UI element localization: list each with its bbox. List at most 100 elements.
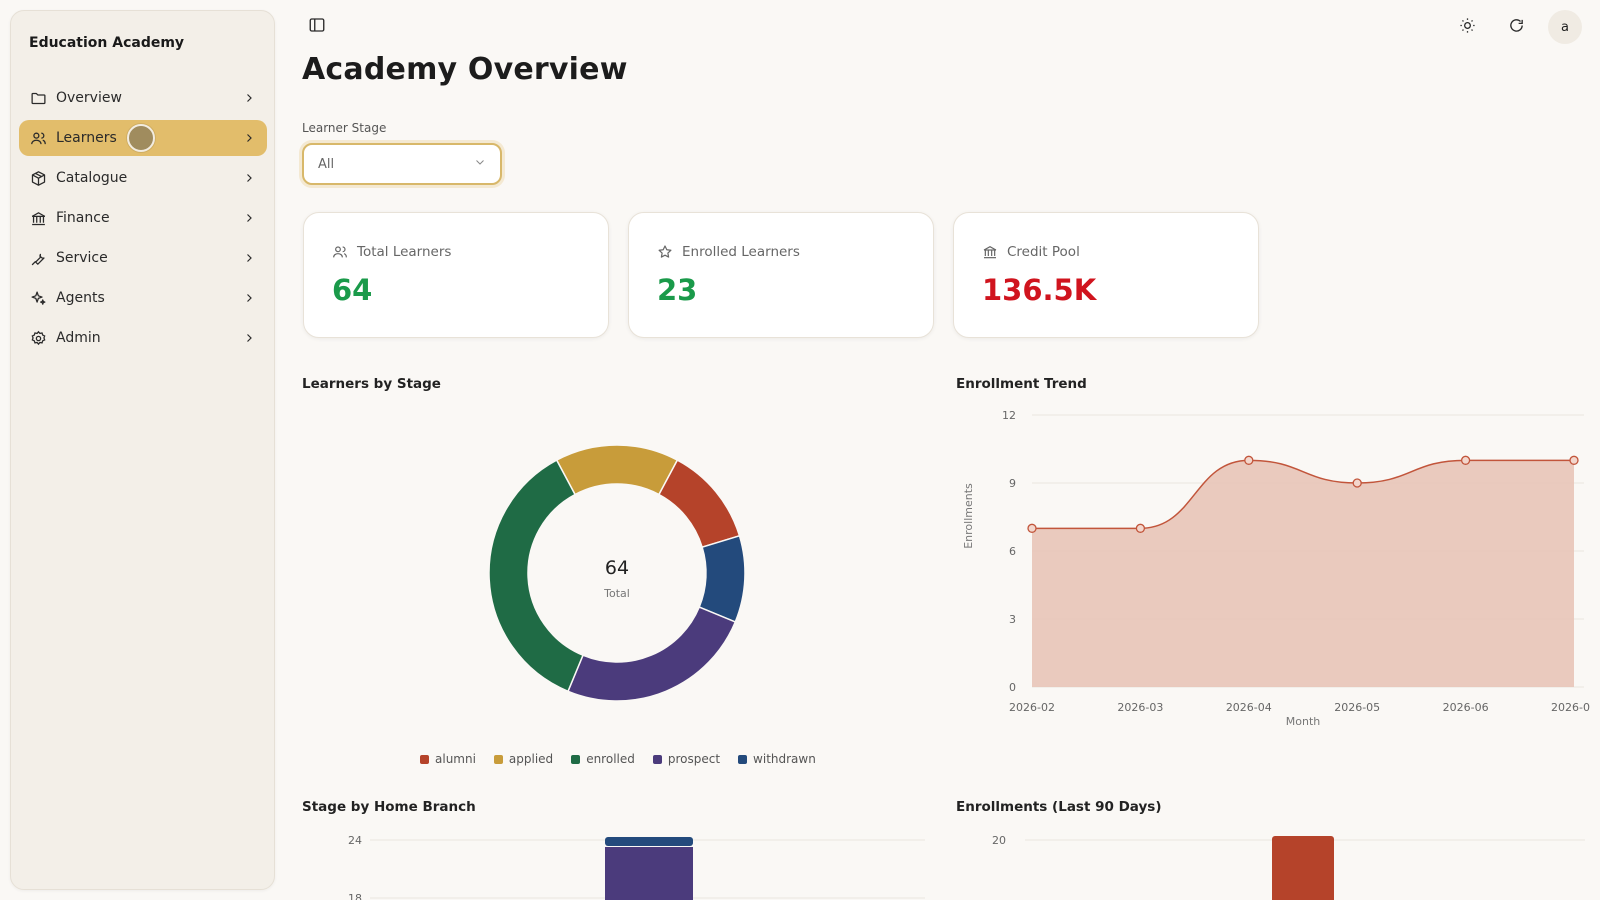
top-toolbar: a (1435, 10, 1582, 44)
donut-slice-applied[interactable] (555, 444, 679, 496)
bank-icon (29, 209, 47, 227)
legend-item-prospect[interactable]: prospect (652, 752, 721, 766)
sidebar-item-catalogue[interactable]: Catalogue (19, 160, 267, 196)
y-tick-label: 3 (1009, 613, 1016, 626)
area-fill (1032, 460, 1574, 687)
bar[interactable] (1272, 836, 1334, 900)
sidebar-item-label: Admin (56, 330, 101, 346)
bar-segment-withdrawn[interactable] (605, 837, 693, 846)
donut-slice-enrolled[interactable] (488, 459, 584, 693)
sidebar-item-label: Learners (56, 130, 117, 146)
theme-toggle-button[interactable] (1450, 10, 1484, 44)
x-tick-label: 2026-07 (1551, 701, 1590, 714)
legend-item-withdrawn[interactable]: withdrawn (738, 752, 816, 766)
data-point[interactable] (1460, 455, 1471, 465)
data-point[interactable] (1569, 455, 1579, 465)
legend-swatch (652, 754, 662, 764)
legend-label: enrolled (586, 752, 635, 766)
sidebar-item-overview[interactable]: Overview (19, 80, 267, 116)
y-tick-label: 24 (348, 834, 362, 847)
stage-by-branch-chart: 24 18 (348, 834, 925, 900)
donut-center-label: Total (603, 587, 630, 600)
legend-swatch (493, 754, 503, 764)
bank-icon (982, 243, 999, 260)
chevron-right-icon (243, 172, 255, 184)
enrollment-trend-chart: 0 3 6 9 12 2026-02 2026-03 2026-04 2026-05 2026-0… (962, 409, 1590, 728)
sidebar-item-learners[interactable]: Learners (19, 120, 267, 156)
stat-value: 136.5K (982, 273, 1097, 307)
folder-icon (29, 89, 47, 107)
x-tick-label: 2026-02 (1009, 701, 1055, 714)
legend-item-alumni[interactable]: alumni (420, 752, 476, 766)
mouse-cursor-indicator (127, 124, 155, 152)
y-tick-label: 20 (992, 834, 1006, 847)
stat-card-enrolled-learners: Enrolled Learners 23 (628, 212, 934, 338)
star-icon (657, 243, 674, 260)
legend-item-applied[interactable]: applied (493, 752, 553, 766)
sidebar-item-label: Finance (56, 210, 110, 226)
users-icon (332, 243, 349, 260)
data-point[interactable] (1027, 523, 1037, 533)
chevron-right-icon (243, 212, 255, 224)
package-icon (29, 169, 47, 187)
stat-value: 23 (657, 273, 698, 307)
gear-icon (29, 329, 47, 347)
refresh-button[interactable] (1499, 10, 1533, 44)
refresh-icon (1508, 17, 1525, 38)
sidebar-nav: Overview Learners Catalogue Finance (19, 80, 267, 360)
legend-label: prospect (667, 752, 721, 766)
sidebar-toggle-icon (308, 16, 326, 38)
chevron-right-icon (243, 252, 255, 264)
stat-label: Enrolled Learners (682, 243, 800, 260)
y-tick-label: 18 (348, 892, 362, 900)
stat-label: Credit Pool (1007, 243, 1080, 260)
sidebar-item-agents[interactable]: Agents (19, 280, 267, 316)
sidebar-item-label: Overview (56, 90, 122, 106)
wrench-icon (29, 249, 47, 267)
sun-icon (1459, 17, 1476, 38)
stat-value: 64 (332, 273, 373, 307)
x-tick-label: 2026-04 (1226, 701, 1272, 714)
stat-label: Total Learners (357, 243, 452, 260)
sparkles-icon (29, 289, 47, 307)
select-value: All (318, 156, 335, 172)
branch-chart-title: Stage by Home Branch (302, 799, 476, 815)
users-icon (29, 129, 47, 147)
bar-segment-prospect[interactable] (605, 847, 693, 900)
x-axis-label: Month (1286, 715, 1321, 728)
data-point[interactable] (1244, 455, 1254, 465)
y-tick-label: 12 (1002, 409, 1016, 422)
sidebar-item-admin[interactable]: Admin (19, 320, 267, 356)
donut-slice-prospect[interactable] (567, 606, 737, 702)
page-title: Academy Overview (302, 52, 628, 87)
legend-swatch (738, 754, 748, 764)
data-point[interactable] (1352, 478, 1362, 488)
avatar[interactable]: a (1548, 10, 1582, 44)
brand-name: Education Academy (29, 35, 185, 51)
chevron-right-icon (243, 92, 255, 104)
sidebar: Education Academy Overview Learners Cata… (10, 10, 275, 890)
donut-center-value: 64 (605, 557, 629, 579)
learner-stage-select[interactable]: All (302, 143, 502, 185)
sidebar-item-finance[interactable]: Finance (19, 200, 267, 236)
donut-slice-alumni[interactable] (657, 459, 741, 549)
x-tick-label: 2026-06 (1443, 701, 1489, 714)
trend-chart-title: Enrollment Trend (956, 376, 1087, 392)
donut-slice-withdrawn[interactable] (698, 534, 746, 623)
sidebar-item-service[interactable]: Service (19, 240, 267, 276)
y-tick-label: 9 (1009, 477, 1016, 490)
chevron-right-icon (243, 132, 255, 144)
legend-item-enrolled[interactable]: enrolled (571, 752, 635, 766)
y-tick-label: 0 (1009, 681, 1016, 694)
recent-chart-title: Enrollments (Last 90 Days) (956, 799, 1162, 815)
legend-swatch (420, 754, 429, 764)
sidebar-toggle-button[interactable] (306, 16, 328, 38)
y-tick-label: 6 (1009, 545, 1016, 558)
x-tick-label: 2026-05 (1334, 701, 1380, 714)
stat-card-total-learners: Total Learners 64 (303, 212, 609, 338)
data-point[interactable] (1135, 523, 1146, 533)
filter-label: Learner Stage (302, 121, 387, 135)
donut-legend: alumni applied enrolled prospect withdrawn (420, 752, 834, 766)
chevron-down-icon (474, 156, 486, 172)
sidebar-item-label: Service (56, 250, 108, 266)
